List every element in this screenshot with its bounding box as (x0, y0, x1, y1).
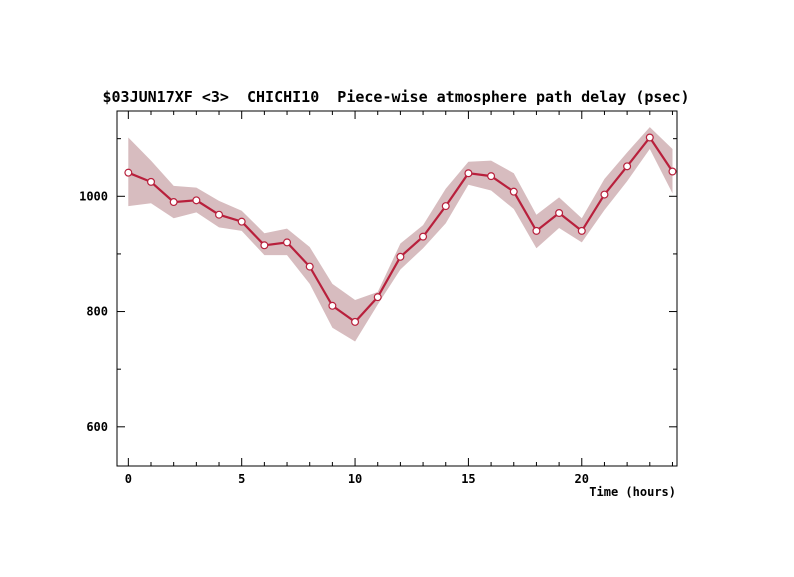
y-tick-label: 600 (86, 420, 108, 434)
x-tick-label: 15 (461, 472, 475, 486)
data-point (328, 301, 337, 310)
x-tick-label: 5 (238, 472, 245, 486)
data-point (600, 190, 609, 199)
data-point (373, 293, 382, 302)
plot-area: 0 5 10 15 20 600 800 1000 (79, 110, 678, 486)
data-point (487, 172, 496, 181)
data-point (192, 196, 201, 205)
y-tick-label: 1000 (79, 189, 108, 203)
x-tick-label: 10 (348, 472, 362, 486)
data-point (260, 241, 269, 250)
data-point (124, 168, 133, 177)
data-point (577, 226, 586, 235)
data-point (283, 238, 292, 247)
data-point (215, 210, 224, 219)
data-point (668, 167, 677, 176)
data-point (351, 317, 360, 326)
data-point (169, 198, 178, 207)
data-point (237, 217, 246, 226)
data-point (509, 187, 518, 196)
plot-frame (116, 110, 678, 467)
uncertainty-band (128, 127, 673, 342)
data-point (419, 232, 428, 241)
data-point (623, 162, 632, 171)
data-point (441, 202, 450, 211)
data-point (305, 262, 314, 271)
y-tick-label: 800 (86, 305, 108, 319)
x-tick-label: 0 (125, 472, 132, 486)
data-point (555, 209, 564, 218)
series-line (127, 135, 674, 324)
x-axis-label: Time (hours) (589, 485, 676, 499)
data-point (532, 226, 541, 235)
chart-title: $03JUN17XF <3> CHICHI10 Piece-wise atmos… (103, 88, 690, 106)
data-point (147, 177, 156, 186)
data-point (464, 169, 473, 178)
data-point (396, 252, 405, 261)
data-point (645, 133, 654, 142)
x-tick-label: 20 (575, 472, 589, 486)
